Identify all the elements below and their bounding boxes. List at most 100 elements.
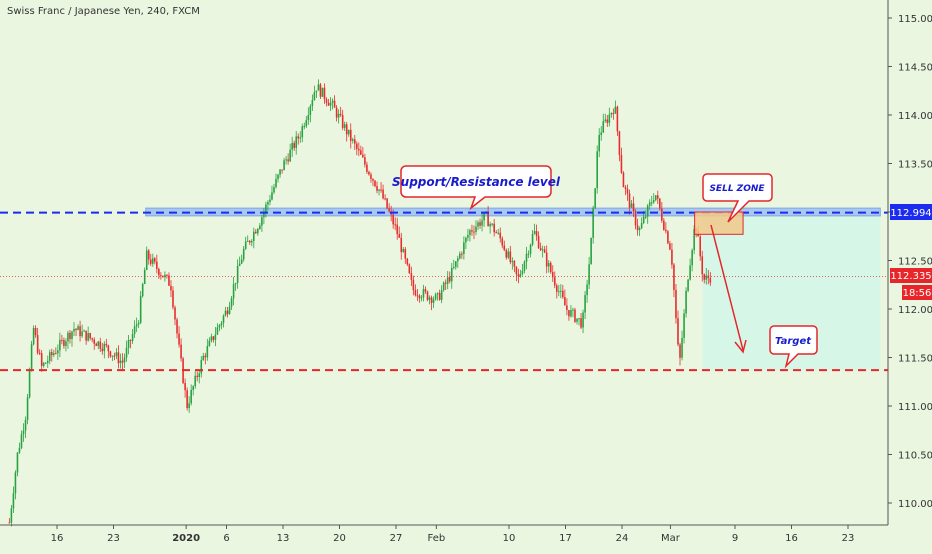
candle-body (317, 84, 320, 91)
candle-body (444, 282, 447, 284)
candle-body (301, 126, 304, 138)
y-tick-label: 111.000 (898, 402, 932, 413)
candle-body (404, 249, 407, 259)
candle-body (353, 139, 356, 144)
candle-body (628, 193, 631, 208)
candle-body (570, 310, 572, 317)
candle-body (149, 259, 152, 264)
target-callout: Target (769, 325, 818, 369)
candle-body (147, 250, 150, 260)
candle-body (661, 208, 663, 221)
candle-body (527, 253, 530, 255)
y-axis[interactable]: 115.000114.500114.000113.500113.000112.5… (888, 14, 932, 510)
x-tick-label: 23 (842, 533, 855, 544)
y-tick-label: 110.500 (898, 451, 932, 462)
candle-body (370, 174, 372, 179)
candle-body (220, 322, 223, 326)
candle-body (699, 236, 702, 257)
candle-body (691, 250, 693, 266)
x-tick-label: 20 (333, 533, 346, 544)
candle-body (283, 160, 285, 171)
candle-body (137, 322, 140, 325)
candle-body (511, 260, 514, 263)
candle-body (75, 328, 77, 331)
candle-body (459, 253, 461, 259)
candle-body (426, 291, 429, 300)
candle-body (495, 232, 497, 234)
candle-body (642, 216, 645, 224)
candle-body (604, 119, 607, 122)
candle-body (139, 296, 142, 323)
candle-body (57, 350, 59, 354)
candle-body (99, 341, 102, 349)
x-axis[interactable]: 16 23 2020 6 13 20 27 Feb 10 17 24 Mar 9 16 23 (51, 525, 855, 544)
candles-group (8, 79, 712, 527)
candle-body (339, 113, 342, 116)
y-tick-label: 115.000 (898, 14, 932, 25)
y-tick-label: 113.500 (898, 160, 932, 171)
candle-body (681, 338, 683, 358)
x-tick-label: 17 (559, 533, 572, 544)
candle-body (675, 289, 677, 319)
y-tick-label: 111.500 (898, 354, 932, 365)
candle-body (519, 273, 522, 277)
candle-body (392, 214, 394, 225)
candle-body (85, 330, 87, 341)
y-tick-label: 112.500 (898, 257, 932, 268)
candle-body (8, 522, 11, 524)
candle-body (319, 84, 322, 97)
candle-body (208, 340, 211, 347)
candle-body (212, 336, 215, 340)
candle-body (372, 178, 374, 181)
candle-body (646, 205, 649, 217)
x-tick-label: 24 (616, 533, 629, 544)
candle-body (244, 241, 247, 249)
candle-body (424, 289, 427, 292)
candle-body (568, 310, 570, 317)
candle-body (206, 346, 209, 358)
candle-body (667, 231, 669, 244)
candle-body (541, 249, 544, 251)
candle-body (129, 339, 132, 341)
candle-body (535, 231, 538, 237)
x-tick-label: 23 (107, 533, 120, 544)
candle-body (95, 343, 98, 347)
candle-body (307, 114, 310, 121)
candle-body (408, 264, 411, 274)
y-tick-label: 114.000 (898, 111, 932, 122)
candle-body (81, 331, 83, 337)
candle-body (467, 235, 469, 238)
candle-body (261, 217, 263, 226)
candle-body (430, 297, 433, 303)
candle-body (202, 355, 205, 361)
candle-body (234, 282, 237, 285)
candle-body (620, 154, 623, 173)
candle-body (452, 267, 455, 269)
candle-body (418, 295, 421, 298)
candle-body (685, 290, 687, 314)
candle-body (91, 338, 93, 340)
candle-body (259, 225, 261, 230)
candle-body (131, 334, 134, 341)
candle-body (644, 216, 647, 218)
candle-body (257, 229, 259, 234)
candle-body (376, 186, 378, 191)
candle-body (436, 292, 439, 295)
current-price-tag: 112.335 18:56 (890, 268, 932, 300)
x-tick-label: Feb (427, 533, 445, 544)
candle-body (503, 245, 506, 251)
candle-body (61, 339, 63, 341)
candle-body (374, 180, 376, 187)
candle-body (505, 250, 508, 258)
candle-body (32, 327, 35, 345)
countdown-text: 18:56 (903, 288, 932, 299)
candle-body (630, 203, 633, 208)
candle-body (594, 188, 596, 208)
candle-body (515, 266, 518, 275)
candle-body (73, 328, 75, 332)
support-resistance-label: Support/Resistance level (392, 175, 561, 189)
candle-body (366, 164, 368, 172)
sell-zone-box (694, 211, 744, 235)
